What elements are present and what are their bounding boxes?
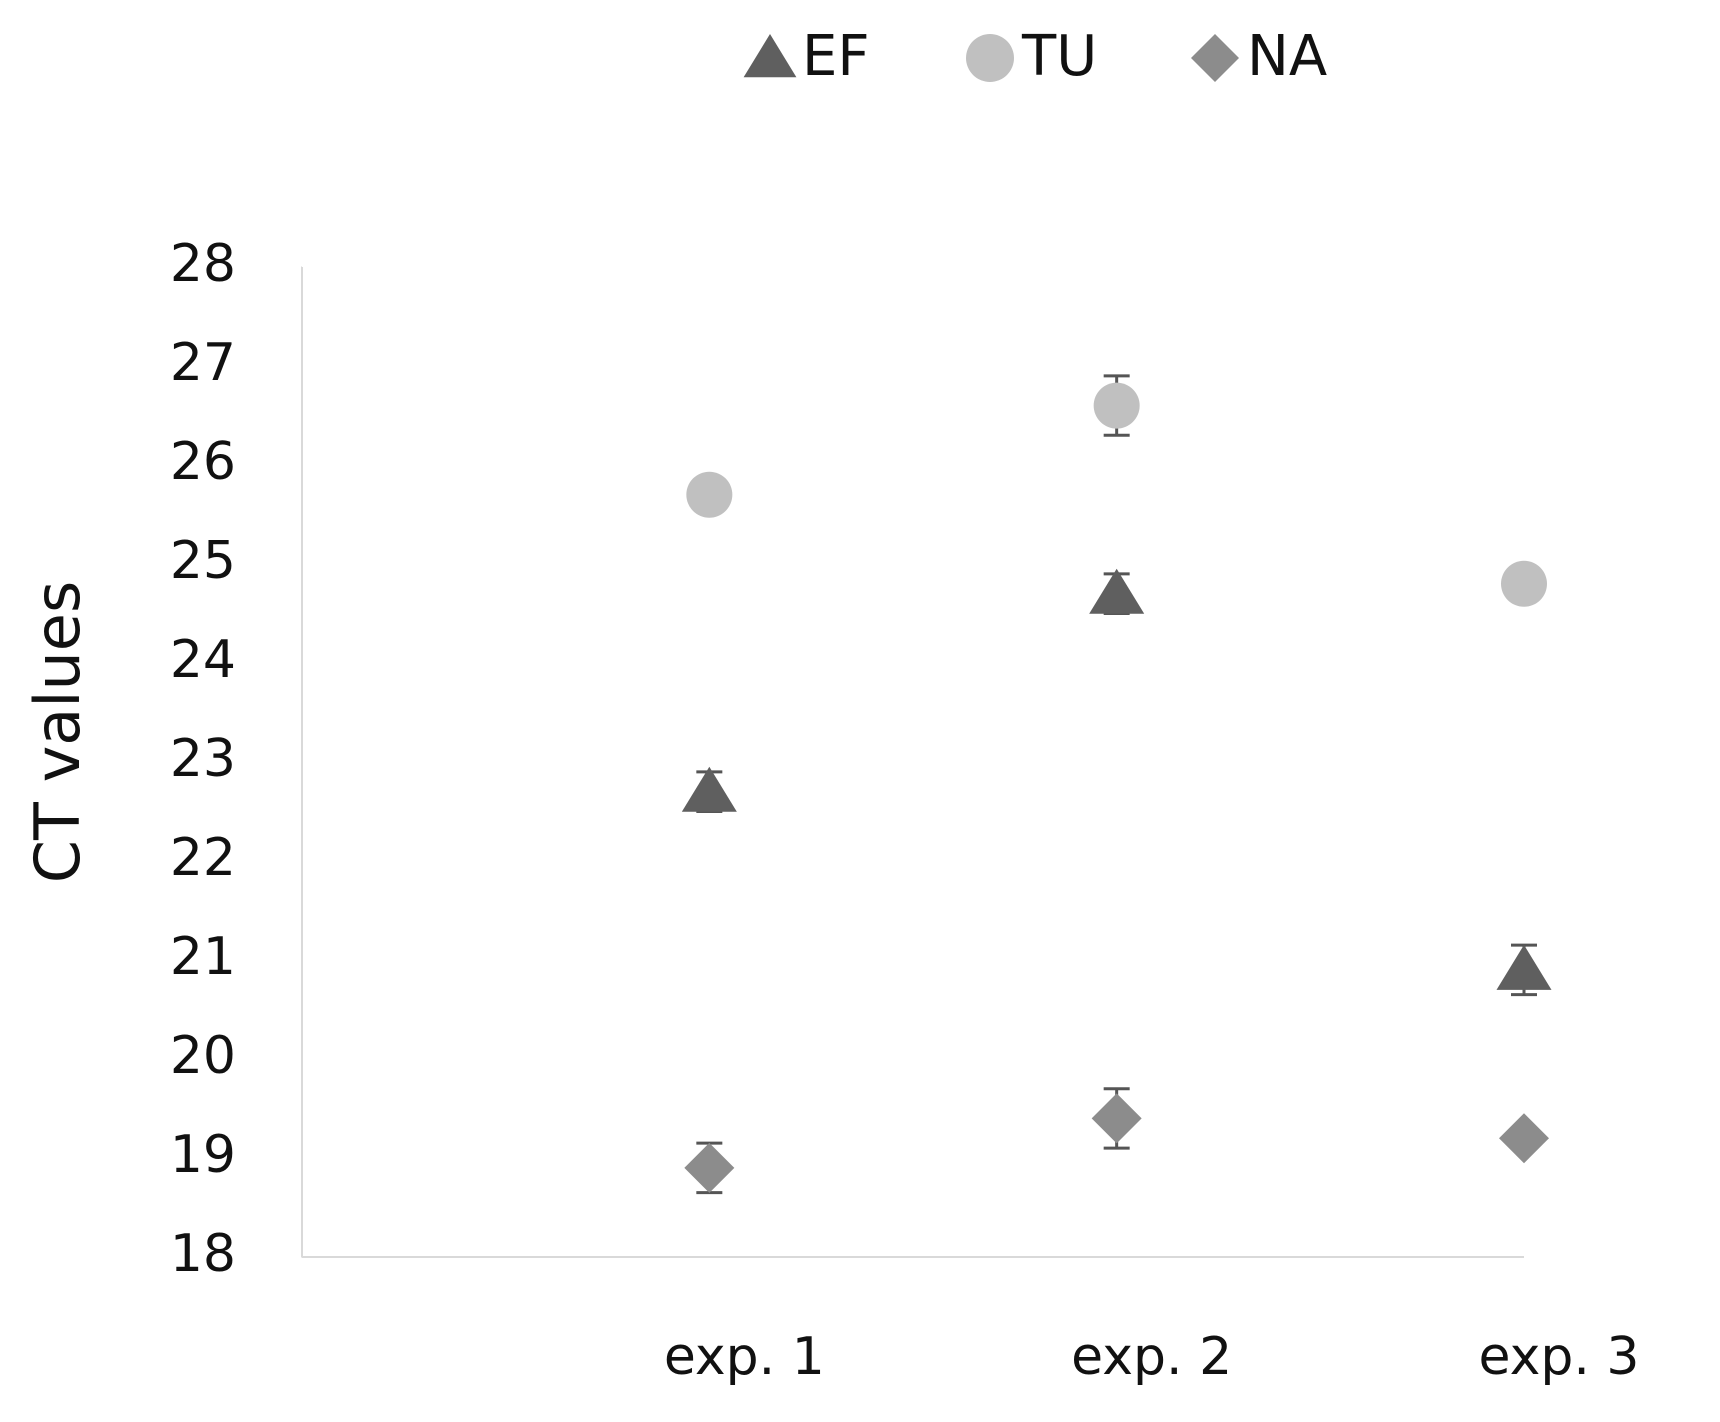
y-tick-label: 19 — [170, 1125, 236, 1185]
point — [1089, 568, 1145, 614]
x-tick-label: exp. 2 — [1071, 1327, 1232, 1387]
legend-label: NA — [1247, 24, 1327, 89]
x-tick-label: exp. 1 — [664, 1327, 825, 1387]
legend-label: TU — [1021, 24, 1097, 89]
y-tick-label: 25 — [170, 531, 236, 591]
legend-marker — [1191, 34, 1239, 82]
legend-label: EF — [802, 24, 870, 89]
y-axis-title: CT values — [21, 581, 94, 884]
point — [684, 1142, 735, 1193]
point — [686, 471, 733, 518]
point — [1499, 1113, 1549, 1164]
y-tick-label: 26 — [170, 432, 236, 492]
x-tick-label: exp. 3 — [1478, 1327, 1639, 1387]
y-tick-label: 21 — [170, 927, 236, 987]
y-tick-label: 20 — [170, 1026, 236, 1086]
point — [1091, 1093, 1142, 1144]
point — [1501, 560, 1547, 607]
y-tick-label: 28 — [170, 234, 236, 294]
y-tick-label: 22 — [170, 828, 236, 888]
y-tick-label: 23 — [170, 729, 236, 789]
point — [1496, 944, 1552, 990]
point — [1093, 382, 1140, 429]
point — [681, 766, 737, 812]
y-tick-label: 27 — [170, 333, 236, 393]
y-tick-label: 18 — [170, 1224, 236, 1284]
y-tick-label: 24 — [170, 630, 236, 690]
legend-marker — [966, 34, 1014, 82]
legend-marker — [743, 34, 797, 78]
